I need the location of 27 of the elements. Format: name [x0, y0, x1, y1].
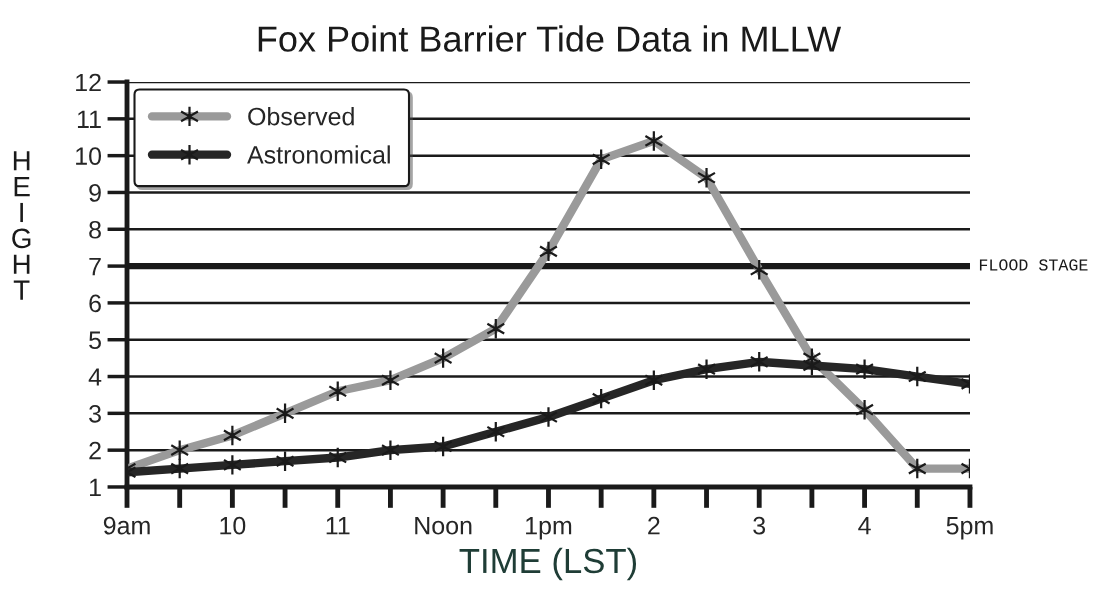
chart-title: Fox Point Barrier Tide Data in MLLW	[258, 25, 842, 52]
x-tick-label: 5pm	[946, 517, 993, 540]
y-tick-label: 1	[90, 478, 101, 497]
y-tick-label: 10	[76, 147, 102, 165]
x-tick-label: 10	[220, 516, 246, 535]
x-tick-label: 4	[858, 517, 871, 535]
y-tick-label: 6	[89, 294, 101, 313]
y-tick-label: 8	[89, 220, 101, 239]
x-tick-label: 3	[753, 516, 766, 535]
y-tick-label: 5	[89, 331, 101, 350]
legend-label: Observed	[248, 107, 354, 126]
y-tick-label: 7	[89, 257, 101, 276]
x-axis-title: TIME (LST)	[459, 547, 637, 581]
x-tick-label: 2	[648, 516, 660, 535]
y-tick-label: 9	[89, 184, 101, 202]
y-axis-title: HEIGHT	[12, 151, 31, 300]
legend-label: Astronomical	[247, 145, 390, 164]
y-tick-label: 2	[89, 441, 101, 460]
y-tick-label: 3	[89, 404, 101, 423]
x-tick-label: 9am	[103, 516, 150, 535]
x-tick-label: 1pm	[526, 517, 572, 540]
y-tick-label: 4	[88, 368, 102, 386]
x-tick-label: Noon	[415, 517, 472, 535]
ref-line-label: FLOOD STAGE	[979, 259, 1088, 271]
y-tick-label: 11	[77, 110, 101, 128]
y-tick-label: 12	[76, 73, 101, 92]
x-tick-label: 11	[326, 517, 350, 535]
